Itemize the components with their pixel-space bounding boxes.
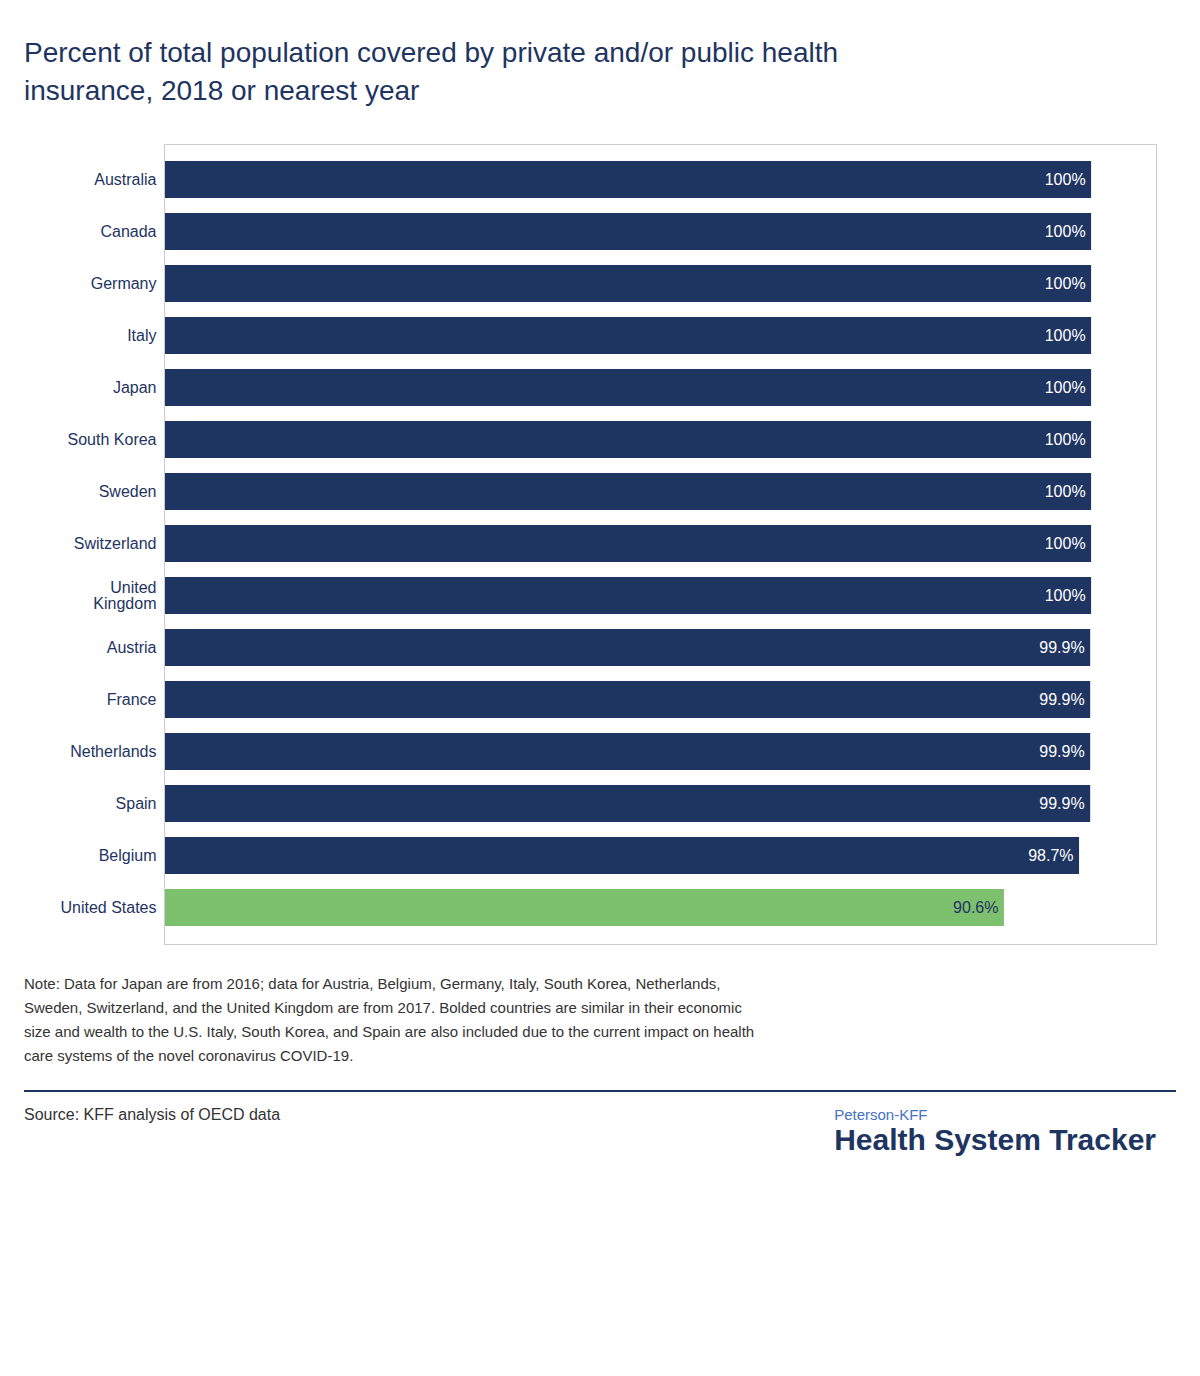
- svg-text:100%: 100%: [1045, 431, 1086, 448]
- svg-text:100%: 100%: [1045, 171, 1086, 188]
- svg-text:Belgium: Belgium: [99, 847, 157, 864]
- html-text:Source: KFF analysis of OECD d: Source: KFF analysis of OECD data: [24, 1105, 281, 1123]
- html-text:Health System Tracker: Health System Tracker: [834, 1122, 1156, 1156]
- svg-text:99.9%: 99.9%: [1039, 639, 1084, 656]
- svg-text:Italy: Italy: [127, 327, 156, 344]
- html-text:Peterson-KFF: Peterson-KFF: [834, 1105, 928, 1123]
- svg-text:Canada: Canada: [100, 223, 156, 240]
- svg-text:100%: 100%: [1045, 223, 1086, 240]
- svg-text:99.9%: 99.9%: [1039, 691, 1084, 708]
- svg-text:100%: 100%: [1045, 275, 1086, 292]
- svg-text:98.7%: 98.7%: [1028, 847, 1073, 864]
- svg-text:Austria: Austria: [107, 639, 157, 656]
- svg-text:100%: 100%: [1045, 535, 1086, 552]
- svg-text:Sweden: Sweden: [99, 483, 157, 500]
- svg-text:Germany: Germany: [91, 275, 157, 292]
- svg-text:Netherlands: Netherlands: [70, 743, 156, 760]
- svg-text:100%: 100%: [1045, 483, 1086, 500]
- svg-text:99.9%: 99.9%: [1039, 795, 1084, 812]
- svg-text:Japan: Japan: [113, 379, 157, 396]
- svg-text:South Korea: South Korea: [68, 431, 157, 448]
- svg-text:100%: 100%: [1045, 587, 1086, 604]
- svg-text:100%: 100%: [1045, 327, 1086, 344]
- svg-text:Spain: Spain: [116, 795, 157, 812]
- svg-text:France: France: [107, 691, 157, 708]
- html-text:Note: Data for Japan are from: Note: Data for Japan are from 2016; data…: [24, 974, 755, 1064]
- svg-text:United States: United States: [60, 899, 156, 916]
- svg-text:100%: 100%: [1045, 379, 1086, 396]
- svg-text:Switzerland: Switzerland: [74, 535, 157, 552]
- svg-text:90.6%: 90.6%: [953, 899, 998, 916]
- svg-text:UnitedKingdom: UnitedKingdom: [93, 579, 156, 612]
- svg-text:Australia: Australia: [94, 171, 156, 188]
- html-text:Percent of total population co: Percent of total population covered by p…: [24, 37, 839, 106]
- svg-text:99.9%: 99.9%: [1039, 743, 1084, 760]
